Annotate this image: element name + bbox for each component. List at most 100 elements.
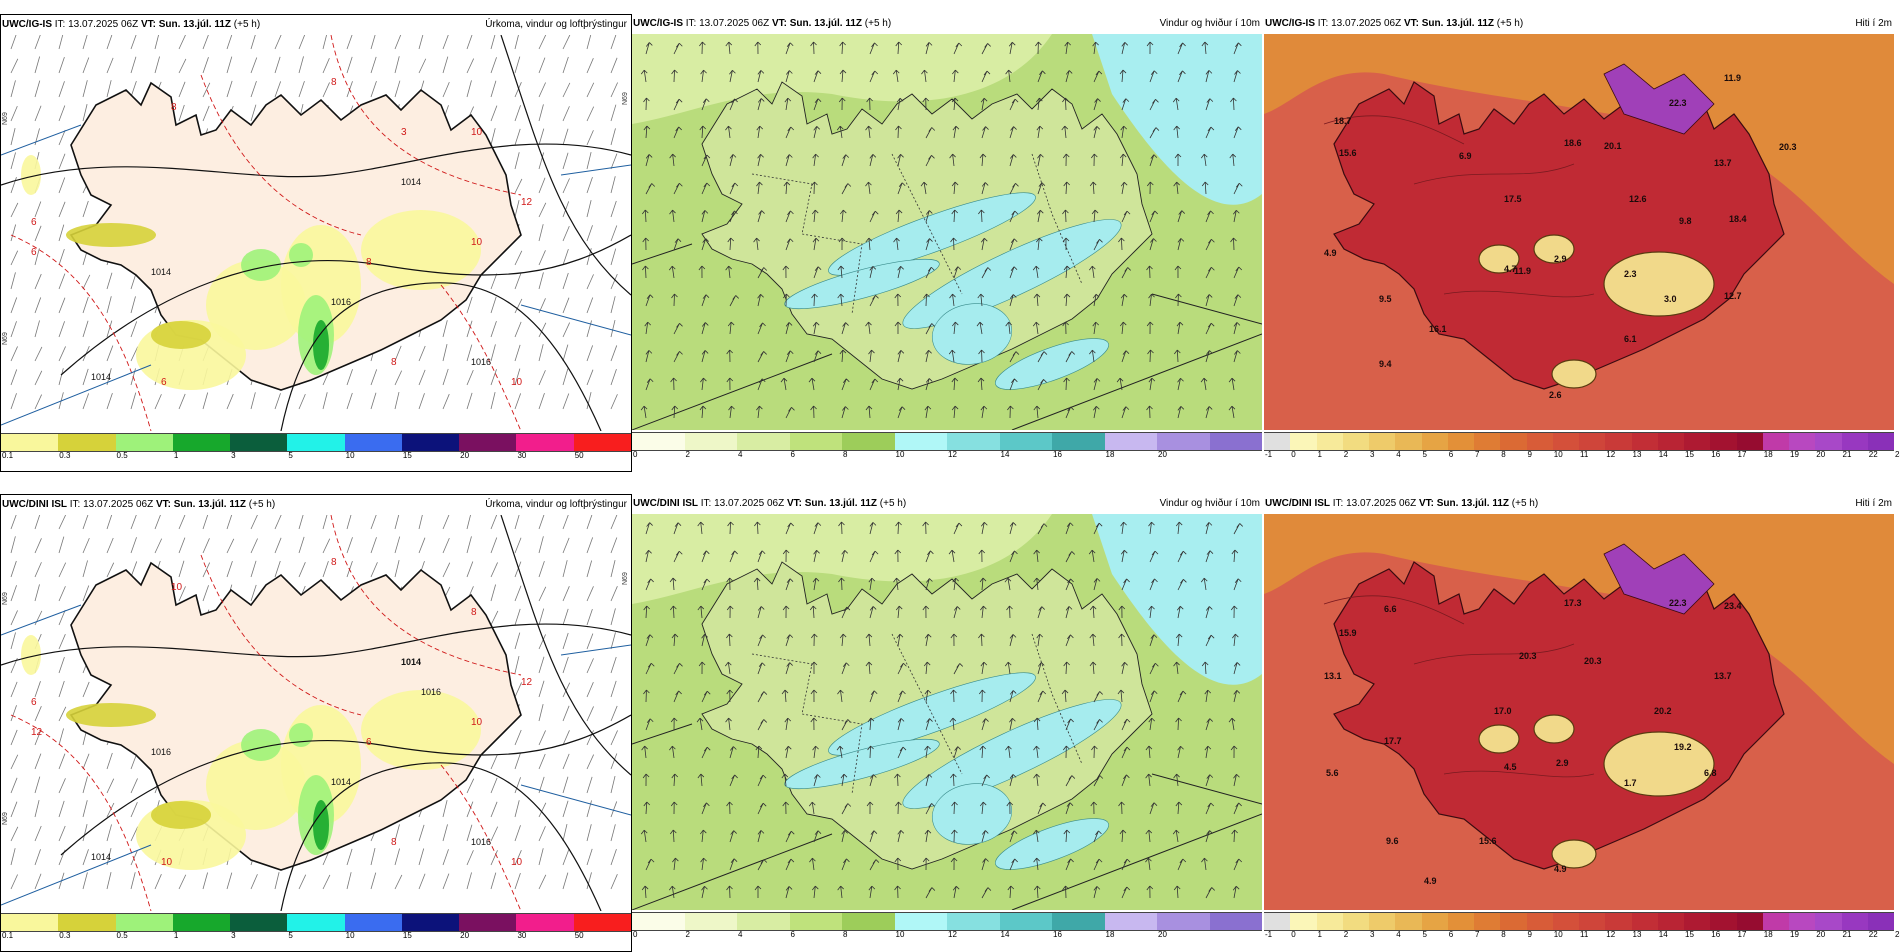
wind-arrow	[838, 577, 845, 591]
precip-panel-row2: UWC/DINI ISL IT: 13.07.2025 06Z VT: Sun.…	[0, 494, 632, 952]
wind-barb	[58, 800, 65, 818]
wind-arrow	[948, 549, 956, 563]
legend-tick-label: 50	[574, 451, 584, 460]
wind-arrow	[642, 265, 649, 279]
wind-barb	[82, 776, 88, 794]
wind-arrow	[669, 577, 677, 591]
wind-arrow	[1036, 237, 1043, 251]
lead-time: (+5 h)	[1511, 498, 1539, 509]
wind-barb	[490, 57, 497, 74]
isobar	[500, 515, 631, 776]
legend-swatch	[1631, 913, 1658, 930]
wind-barb	[586, 824, 592, 842]
wind-arrow	[1177, 690, 1187, 703]
wind-arrow	[812, 153, 819, 167]
wind-barb	[514, 515, 520, 530]
it-value: 13.07.2025 06Z	[1331, 18, 1402, 29]
wind-arrow	[925, 155, 935, 167]
legend-swatch	[789, 433, 842, 450]
strong-wind-area	[1092, 514, 1262, 685]
wind-barb	[10, 585, 17, 602]
wind-arrow	[1063, 377, 1070, 391]
wind-barb	[34, 515, 41, 530]
wind-arrow	[1062, 885, 1069, 899]
wind-barb	[514, 250, 523, 266]
wind-arrow	[1037, 70, 1046, 83]
wind-barb	[490, 562, 498, 578]
wind-barb	[322, 82, 330, 98]
wind-arrow	[1121, 858, 1131, 871]
legend-swatch	[1290, 913, 1317, 930]
wind-arrow	[1063, 829, 1071, 843]
wind-arrow	[1089, 349, 1096, 363]
wind-barb	[226, 560, 233, 578]
precip-area	[241, 729, 281, 761]
wind-barb	[586, 560, 593, 578]
temperature-contours	[10, 35, 522, 431]
wind-arrow	[1089, 181, 1097, 195]
wind-barb	[562, 128, 569, 146]
temperature-value-label: 12.6	[1629, 194, 1647, 204]
latitude-label: N69	[622, 92, 629, 105]
contour	[10, 714, 152, 911]
wind-arrow	[1177, 210, 1186, 223]
wind-barb	[58, 368, 64, 386]
wind-arrow	[838, 521, 845, 535]
wind-barb	[466, 80, 472, 98]
wind-arrow	[1119, 69, 1127, 83]
wind-arrow	[640, 829, 648, 843]
wind-barb	[202, 585, 209, 602]
legend-swatch	[1342, 433, 1369, 450]
wind-arrow	[725, 41, 733, 55]
contour-label: 10	[471, 717, 483, 728]
legend-swatch	[115, 434, 173, 451]
wind-barb	[58, 536, 65, 554]
wind-arrow	[951, 321, 959, 335]
legend-swatch	[1052, 913, 1105, 930]
wind-barb	[250, 392, 256, 410]
it-value: 13.07.2025 06Z	[699, 18, 770, 29]
wind-barb	[226, 515, 233, 530]
wind-arrow	[1148, 521, 1155, 535]
wind-arrow	[895, 801, 902, 815]
wind-arrow	[725, 265, 732, 279]
wind-barb	[562, 823, 568, 842]
latitude-label: N69	[2, 332, 9, 345]
wind-arrow	[837, 293, 844, 307]
legend-swatch	[1841, 913, 1868, 930]
wind-arrow	[700, 857, 707, 871]
wind-barb	[34, 681, 41, 698]
wind-arrow	[1091, 745, 1098, 759]
wind-arrow	[670, 605, 677, 619]
wind-arrow	[978, 349, 985, 363]
legend-tick-label: 2	[1343, 450, 1349, 459]
wind-barb	[178, 586, 186, 602]
legend-tick-label: 30	[517, 931, 527, 940]
wind-barb	[82, 274, 91, 290]
wind-arrow	[1090, 153, 1098, 167]
wind-barb	[10, 35, 17, 50]
temperature-value-label: 2.9	[1554, 254, 1567, 264]
temperature-value-label: 2.9	[1556, 758, 1569, 768]
wind-barb	[514, 344, 521, 362]
wind-barb	[418, 537, 426, 554]
wind-barb	[58, 129, 66, 146]
temp-legend-bar	[1264, 912, 1894, 931]
wind-arrow	[701, 634, 708, 647]
wind-barb	[442, 537, 450, 554]
wind-barb	[586, 82, 595, 98]
wind-arrow	[785, 154, 793, 167]
wind-arrow	[754, 521, 761, 535]
legend-swatch	[1815, 913, 1842, 930]
wind-arrow	[1228, 377, 1236, 391]
wind-arrow	[673, 323, 683, 335]
wind-arrow	[697, 773, 705, 787]
wind-arrow	[1033, 577, 1040, 591]
wind-barb	[130, 561, 138, 578]
wind-arrow	[1149, 127, 1160, 139]
wind-arrow	[1005, 321, 1012, 335]
wind-barb	[562, 753, 570, 770]
legend-tick-label: 12	[948, 930, 957, 939]
wind-arrow	[1007, 405, 1014, 419]
wind-arrow	[701, 210, 709, 223]
